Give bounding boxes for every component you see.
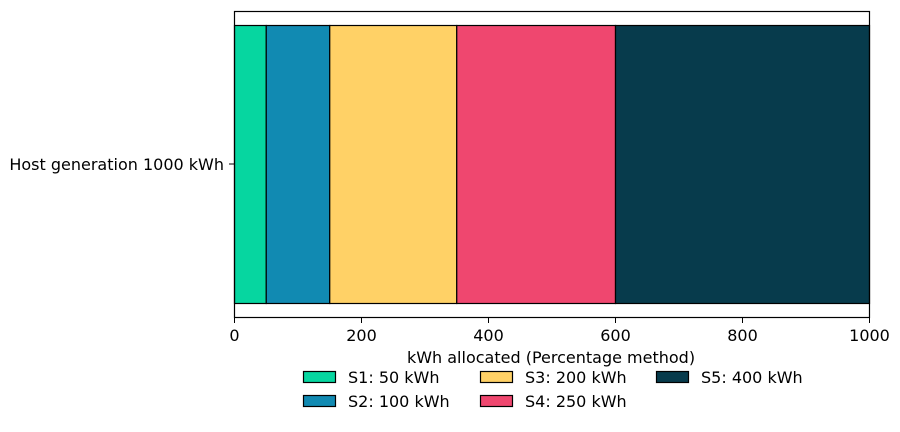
x-tick-label: 800 [727,326,758,345]
legend-label: S3: 200 kWh [525,368,627,387]
legend-label: S2: 100 kWh [348,392,450,411]
bars [233,24,871,305]
x-axis: 0 200 400 600 800 1000 [229,317,890,345]
legend-label: S5: 400 kWh [701,368,803,387]
legend-item-s4: S4: 250 kWh [479,392,627,411]
x-tick-label: 1000 [849,326,890,345]
x-axis-label: kWh allocated (Percentage method) [407,348,695,367]
legend-item-s1: S1: 50 kWh [302,368,439,387]
x-tick-label: 400 [473,326,504,345]
legend-item-s2: S2: 100 kWh [302,392,450,411]
legend-swatch [302,394,337,408]
x-tick-label: 600 [600,326,631,345]
bar-segment-s1 [233,24,267,305]
y-tick-label: Host generation 1000 kWh [9,155,224,174]
legend-item-s5: S5: 400 kWh [655,368,803,387]
legend-label: S1: 50 kWh [348,368,439,387]
bar-segment-s4 [456,24,617,305]
legend-swatch [302,370,337,384]
legend-swatch [655,370,690,384]
legend: S1: 50 kWh S2: 100 kWh S3: 200 kWh S4: 250 … [302,368,803,411]
x-tick-label: 200 [346,326,377,345]
x-tick-label: 0 [229,326,239,345]
legend-swatch [479,394,514,408]
bar-segment-s2 [265,24,331,305]
bar-segment-s5 [614,24,871,305]
legend-swatch [479,370,514,384]
bar-segment-s3 [329,24,458,305]
legend-item-s3: S3: 200 kWh [479,368,627,387]
legend-label: S4: 250 kWh [525,392,627,411]
